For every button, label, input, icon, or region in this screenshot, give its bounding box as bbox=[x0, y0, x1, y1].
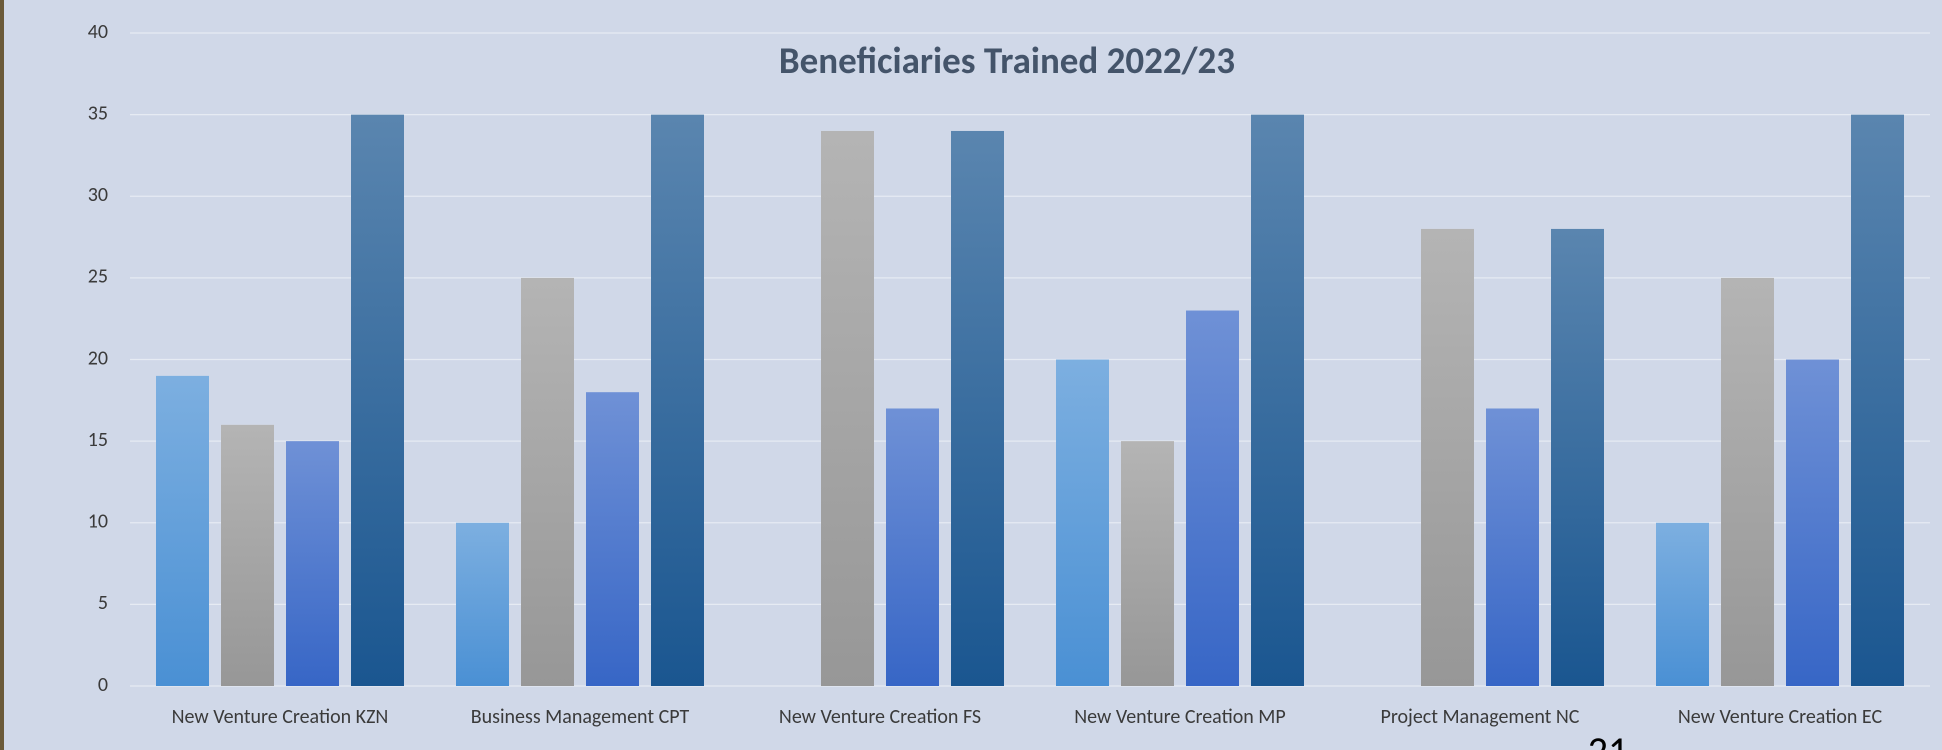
y-tick-label: 5 bbox=[98, 591, 108, 615]
bar bbox=[1421, 228, 1474, 686]
bar bbox=[951, 130, 1004, 686]
bar bbox=[1186, 310, 1239, 686]
chart-title: Beneficiaries Trained 2022/23 bbox=[779, 38, 1235, 83]
bar bbox=[1551, 228, 1604, 686]
bar bbox=[1851, 114, 1904, 686]
left-edge bbox=[0, 0, 4, 750]
bar bbox=[1486, 408, 1539, 686]
y-tick-label: 10 bbox=[88, 510, 108, 534]
bar bbox=[651, 114, 704, 686]
x-tick-label: New Venture Creation FS bbox=[779, 705, 981, 729]
bar bbox=[521, 277, 574, 686]
bar bbox=[1056, 359, 1109, 686]
bar bbox=[351, 114, 404, 686]
bar bbox=[886, 408, 939, 686]
bar bbox=[1121, 441, 1174, 686]
y-tick-label: 35 bbox=[88, 101, 108, 125]
y-tick-label: 20 bbox=[88, 346, 108, 370]
y-tick-label: 25 bbox=[88, 265, 108, 289]
y-tick-label: 0 bbox=[98, 673, 108, 697]
y-tick-label: 40 bbox=[88, 20, 108, 44]
page-number: 21 bbox=[1588, 727, 1629, 750]
y-tick-label: 30 bbox=[88, 183, 108, 207]
bar bbox=[1721, 277, 1774, 686]
x-tick-label: New Venture Creation KZN bbox=[172, 705, 389, 729]
bar bbox=[821, 130, 874, 686]
x-tick-label: Project Management NC bbox=[1381, 705, 1580, 729]
bar bbox=[286, 441, 339, 686]
bar bbox=[1656, 522, 1709, 686]
bar bbox=[586, 392, 639, 686]
bar bbox=[456, 522, 509, 686]
y-tick-label: 15 bbox=[88, 428, 108, 452]
bar bbox=[156, 375, 209, 686]
bar bbox=[1786, 359, 1839, 686]
x-tick-label: New Venture Creation MP bbox=[1074, 705, 1285, 729]
x-tick-label: Business Management CPT bbox=[471, 705, 690, 729]
bar bbox=[1251, 114, 1304, 686]
x-tick-label: New Venture Creation EC bbox=[1678, 705, 1883, 729]
bar bbox=[221, 424, 274, 686]
